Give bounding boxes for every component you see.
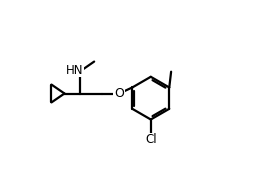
- Text: HN: HN: [66, 64, 84, 77]
- Text: O: O: [114, 87, 124, 100]
- Text: Cl: Cl: [145, 133, 157, 146]
